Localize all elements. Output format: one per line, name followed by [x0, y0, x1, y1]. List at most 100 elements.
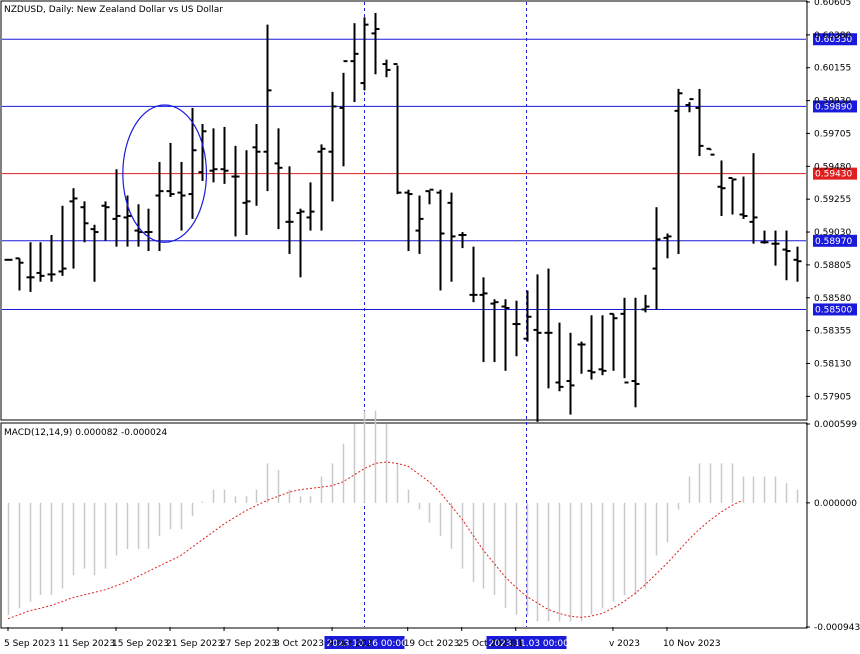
level-label-box: [813, 33, 857, 46]
marker-label: 2023.10.16 00:00: [326, 639, 407, 649]
level-label-box: [813, 100, 857, 113]
time-tick-label: 25 Oct 2023: [458, 639, 514, 649]
ohlc-bar: [155, 161, 164, 252]
ohlc-bar: [609, 312, 618, 371]
time-tick-label: 15 Sep 2023: [112, 639, 169, 649]
ohlc-bar: [382, 59, 391, 78]
horizontal-levels[interactable]: 0.60350 0.59890 0.59430 0.58970 0.58500: [2, 33, 857, 316]
ohlc-bar: [760, 230, 769, 244]
level-label: 0.60350: [815, 35, 852, 45]
time-tick-label: 3 Oct 2023: [274, 639, 324, 649]
time-tick-label: 27 Sep 2023: [220, 639, 277, 649]
macd-signal-path: [7, 461, 743, 620]
ohlc-bar: [706, 147, 715, 156]
ohlc-bar: [220, 126, 229, 184]
ohlc-bar: [101, 201, 110, 241]
ohlc-bars: [4, 12, 802, 422]
ohlc-bar: [252, 123, 261, 206]
ohlc-bar: [782, 230, 791, 281]
ohlc-bar: [144, 208, 153, 252]
level-label-box: [813, 234, 857, 247]
time-tick-label: 31: [512, 639, 523, 649]
price-tick-label: 0.60605: [814, 0, 851, 8]
ellipse-annotation[interactable]: [122, 104, 208, 243]
price-tick-label: 0.60380: [814, 31, 851, 41]
ohlc-bar: [328, 91, 337, 202]
time-tick-label: 9 Oct 202: [328, 639, 372, 649]
ohlc-bar: [274, 128, 283, 230]
macd-tick-label: 0.000000: [814, 499, 857, 509]
ohlc-bar: [566, 332, 575, 415]
price-tick-label: 0.58805: [814, 261, 851, 271]
macd-signal-line: [7, 461, 743, 620]
ohlc-bar: [231, 145, 240, 237]
price-axis: 0.60605 0.60380 0.60155 0.59930 0.59705 0.594…: [806, 0, 851, 402]
ohlc-bar: [695, 88, 704, 157]
ohlc-bar: [425, 188, 434, 205]
ohlc-bar: [26, 242, 35, 292]
ohlc-bar: [479, 277, 488, 363]
ohlc-bar: [749, 153, 758, 244]
ohlc-bar: [350, 23, 359, 103]
ohlc-bar: [58, 205, 67, 276]
ohlc-bar: [36, 242, 45, 282]
marker-label-box: [486, 636, 567, 649]
ohlc-bar: [447, 192, 456, 282]
ohlc-bar: [652, 207, 661, 310]
price-pane-border: [0, 0, 808, 421]
price-tick-label: 0.57905: [814, 392, 851, 402]
ohlc-bar: [263, 24, 272, 192]
ohlc-bar: [523, 290, 532, 342]
level-label: 0.59430: [815, 170, 852, 180]
ohlc-bar: [371, 12, 380, 75]
ohlc-bar: [80, 201, 89, 243]
macd-tick-label: 0.000599: [814, 420, 857, 430]
ohlc-bar: [188, 107, 197, 219]
time-tick-label: 11 Sep 2023: [58, 639, 115, 649]
ohlc-bar: [242, 150, 251, 235]
price-tick-label: 0.59030: [814, 228, 851, 238]
price-tick-label: 0.59705: [814, 129, 851, 139]
ohlc-bar: [469, 246, 478, 303]
level-label: 0.59890: [815, 102, 852, 112]
level-label-box: [813, 303, 857, 316]
ohlc-bar: [501, 299, 510, 371]
price-tick-label: 0.60155: [814, 64, 851, 74]
ohlc-bar: [685, 98, 694, 113]
ohlc-bar: [306, 182, 315, 231]
time-tick-label: 10 Nov 2023: [663, 639, 721, 649]
ohlc-bar: [555, 322, 564, 392]
ohlc-bar: [717, 160, 726, 216]
level-label: 0.58970: [815, 237, 852, 247]
price-tick-label: 0.59480: [814, 162, 851, 172]
macd-histogram: [7, 410, 799, 622]
ohlc-bar: [544, 268, 553, 389]
ohlc-bar: [533, 274, 542, 422]
ohlc-bar: [512, 300, 521, 357]
ohlc-bar: [393, 63, 402, 195]
ohlc-bar: [360, 17, 369, 91]
ohlc-bar: [177, 161, 186, 231]
ohlc-bar: [166, 142, 175, 197]
time-tick-label: 21 Sep 2023: [166, 639, 223, 649]
macd-tick-label: -0.000943: [814, 623, 860, 633]
ohlc-bar: [620, 297, 629, 384]
price-tick-label: 0.58580: [814, 294, 851, 304]
price-chart-title: NZDUSD, Daily: New Zealand Dollar vs US …: [4, 5, 223, 15]
ohlc-bar: [458, 232, 467, 249]
macd-pane-border: [0, 422, 808, 629]
ohlc-bar: [631, 297, 640, 408]
time-tick-label: 19 Oct 2023: [404, 639, 460, 649]
ohlc-bar: [739, 176, 748, 219]
ohlc-bar: [317, 144, 326, 231]
level-label: 0.58500: [815, 305, 852, 315]
price-tick-label: 0.59930: [814, 97, 851, 107]
ohlc-bar: [436, 189, 445, 291]
time-tick-label: v 2023: [609, 639, 640, 649]
ohlc-bar: [728, 177, 737, 215]
marker-label-box: [324, 636, 405, 649]
ohlc-bar: [641, 294, 650, 313]
